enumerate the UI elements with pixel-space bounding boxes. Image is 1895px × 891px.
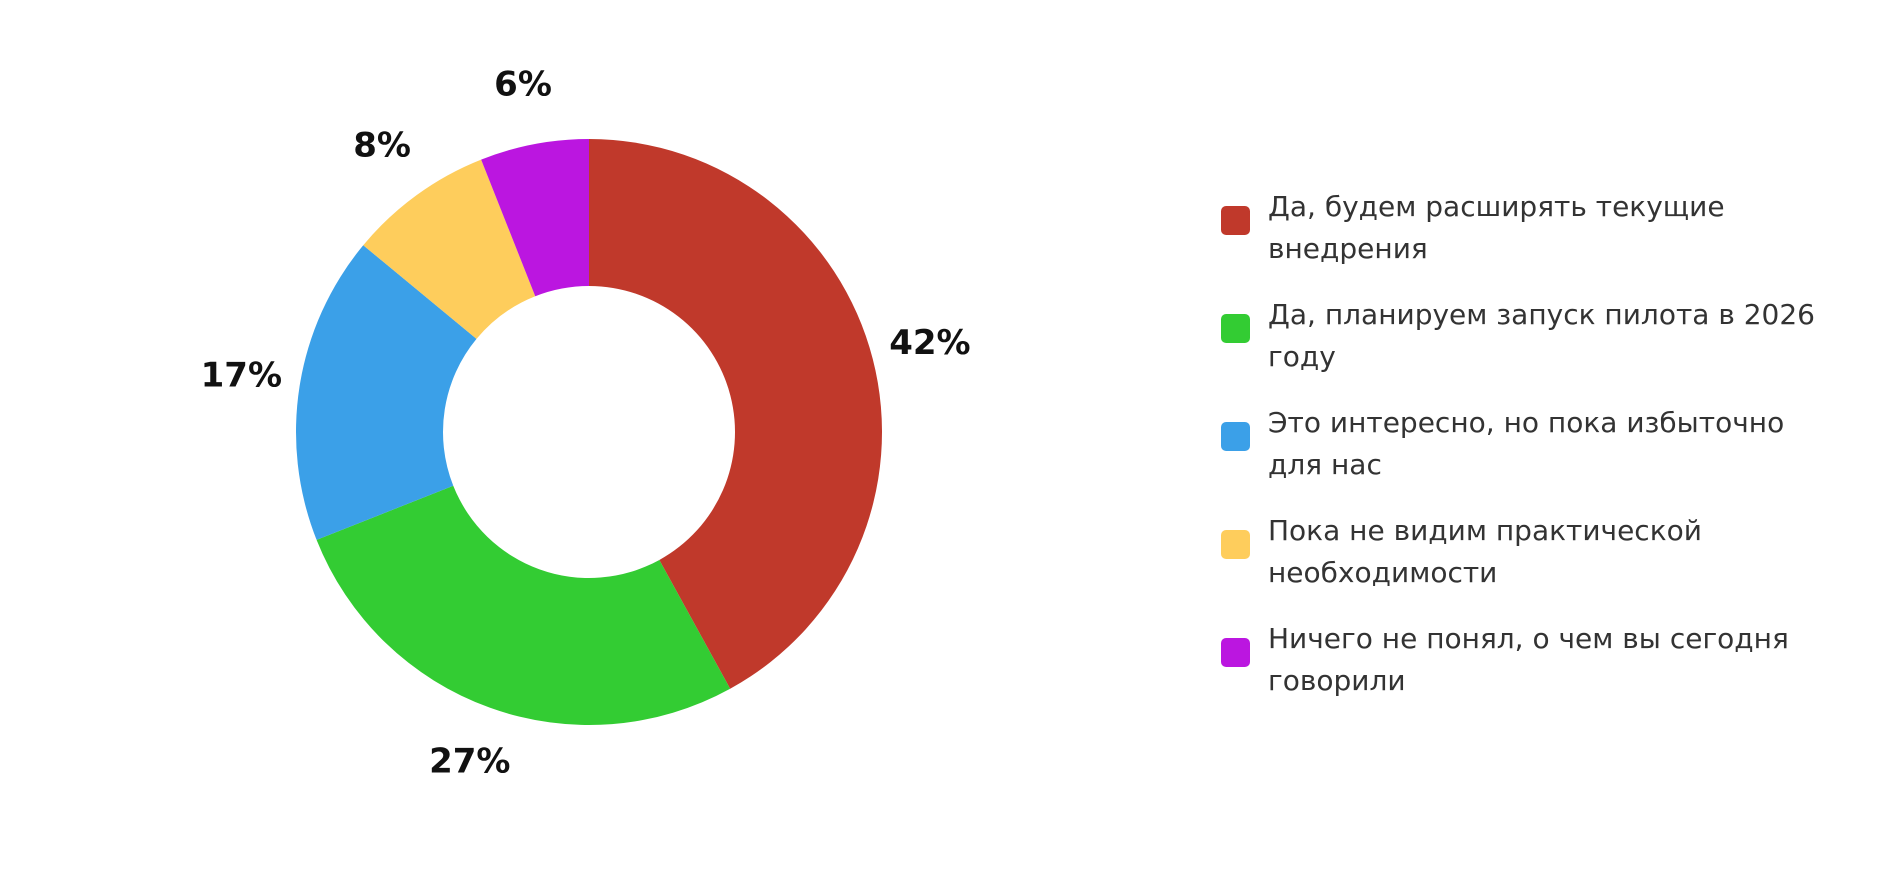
donut-slice [481, 139, 589, 297]
legend-item: Ничего не понял, о чем вы сегодня говори… [1221, 618, 1821, 702]
legend-label: Да, будем расширять текущие внедрения [1268, 190, 1725, 265]
legend-item: Да, планируем запуск пилота в 2026 году [1221, 294, 1821, 378]
legend-item: Да, будем расширять текущие внедрения [1221, 186, 1821, 270]
value-label: 6% [494, 65, 552, 105]
donut-slice [589, 139, 882, 689]
legend-swatch [1221, 638, 1250, 667]
legend-swatch [1221, 530, 1250, 559]
value-label: 8% [353, 126, 411, 166]
legend-item: Это интересно, но пока избыточно для нас [1221, 402, 1821, 486]
value-label: 42% [889, 323, 970, 363]
legend-label: Да, планируем запуск пилота в 2026 году [1268, 298, 1815, 373]
donut-slice [296, 245, 477, 540]
legend-label: Это интересно, но пока избыточно для нас [1268, 406, 1785, 481]
legend-swatch [1221, 422, 1250, 451]
legend-swatch [1221, 206, 1250, 235]
legend-item: Пока не видим практической необходимости [1221, 510, 1821, 594]
legend: Да, будем расширять текущие внедрения Да,… [1221, 186, 1821, 726]
legend-swatch [1221, 314, 1250, 343]
value-label: 27% [429, 742, 510, 782]
value-label: 17% [201, 355, 282, 395]
donut-slice [316, 485, 731, 725]
legend-label: Ничего не понял, о чем вы сегодня говори… [1268, 622, 1789, 697]
legend-label: Пока не видим практической необходимости [1268, 514, 1702, 589]
donut-slice [363, 159, 536, 339]
